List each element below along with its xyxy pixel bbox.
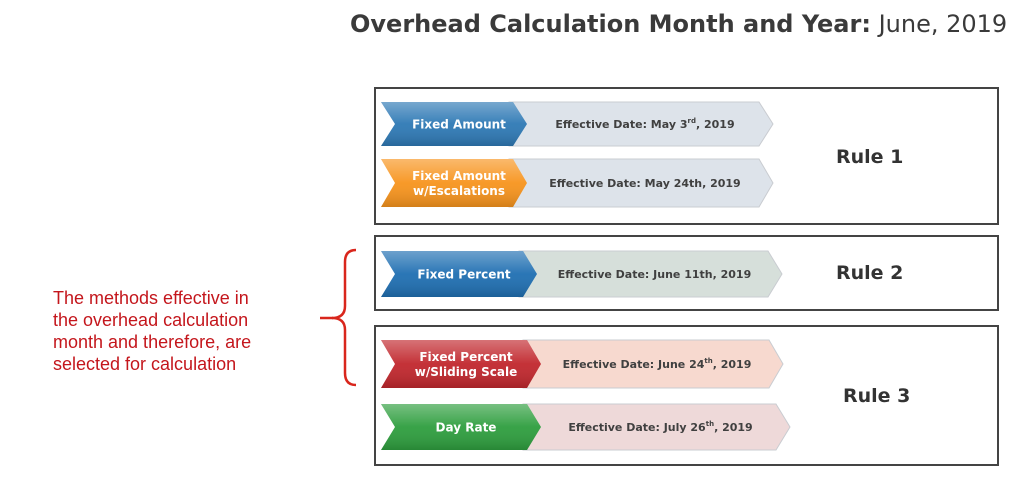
note-line-4: selected for calculation	[53, 354, 237, 374]
note-line-3: month and therefore, are	[53, 332, 252, 352]
method-row: Fixed Percent Effective Date: June 11th, …	[381, 250, 783, 298]
curly-brace	[331, 248, 357, 387]
method-name: Fixed Amount	[412, 169, 506, 183]
selection-note: The methods effective in the overhead ca…	[53, 287, 323, 375]
effective-date: Effective Date: July 26th, 2019	[568, 420, 752, 434]
chevron-shine	[381, 340, 541, 388]
chevron-shine	[381, 404, 541, 450]
rule-1-label: Rule 1	[836, 146, 904, 168]
note-line-1: The methods effective in	[53, 288, 249, 308]
chevron-shine	[381, 251, 537, 297]
method-name: w/Sliding Scale	[415, 365, 517, 379]
method-name: Day Rate	[436, 421, 497, 435]
effective-date: Effective Date: June 24th, 2019	[563, 357, 752, 371]
chevron-shine	[381, 102, 527, 146]
method-name: Fixed Percent	[417, 268, 511, 282]
method-name: Fixed Amount	[412, 118, 506, 132]
method-row: Fixed Amount Effective Date: May 3rd, 201…	[381, 101, 774, 147]
title-value: June, 2019	[878, 10, 1008, 38]
effective-date: Effective Date: June 11th, 2019	[558, 268, 751, 281]
method-name: Fixed Percent	[419, 350, 513, 364]
method-name: w/Escalations	[413, 184, 505, 198]
page-title: Overhead Calculation Month and Year: Jun…	[350, 10, 1007, 38]
title-label: Overhead Calculation Month and Year:	[350, 10, 871, 38]
effective-date: Effective Date: May 24th, 2019	[549, 177, 740, 190]
chevron-shine	[381, 159, 527, 207]
note-line-2: the overhead calculation	[53, 310, 249, 330]
rule-3-label: Rule 3	[843, 385, 911, 407]
effective-date: Effective Date: May 3rd, 2019	[555, 117, 734, 131]
method-row: Day Rate Effective Date: July 26th, 2019	[381, 403, 791, 451]
rule-2-label: Rule 2	[836, 262, 904, 284]
